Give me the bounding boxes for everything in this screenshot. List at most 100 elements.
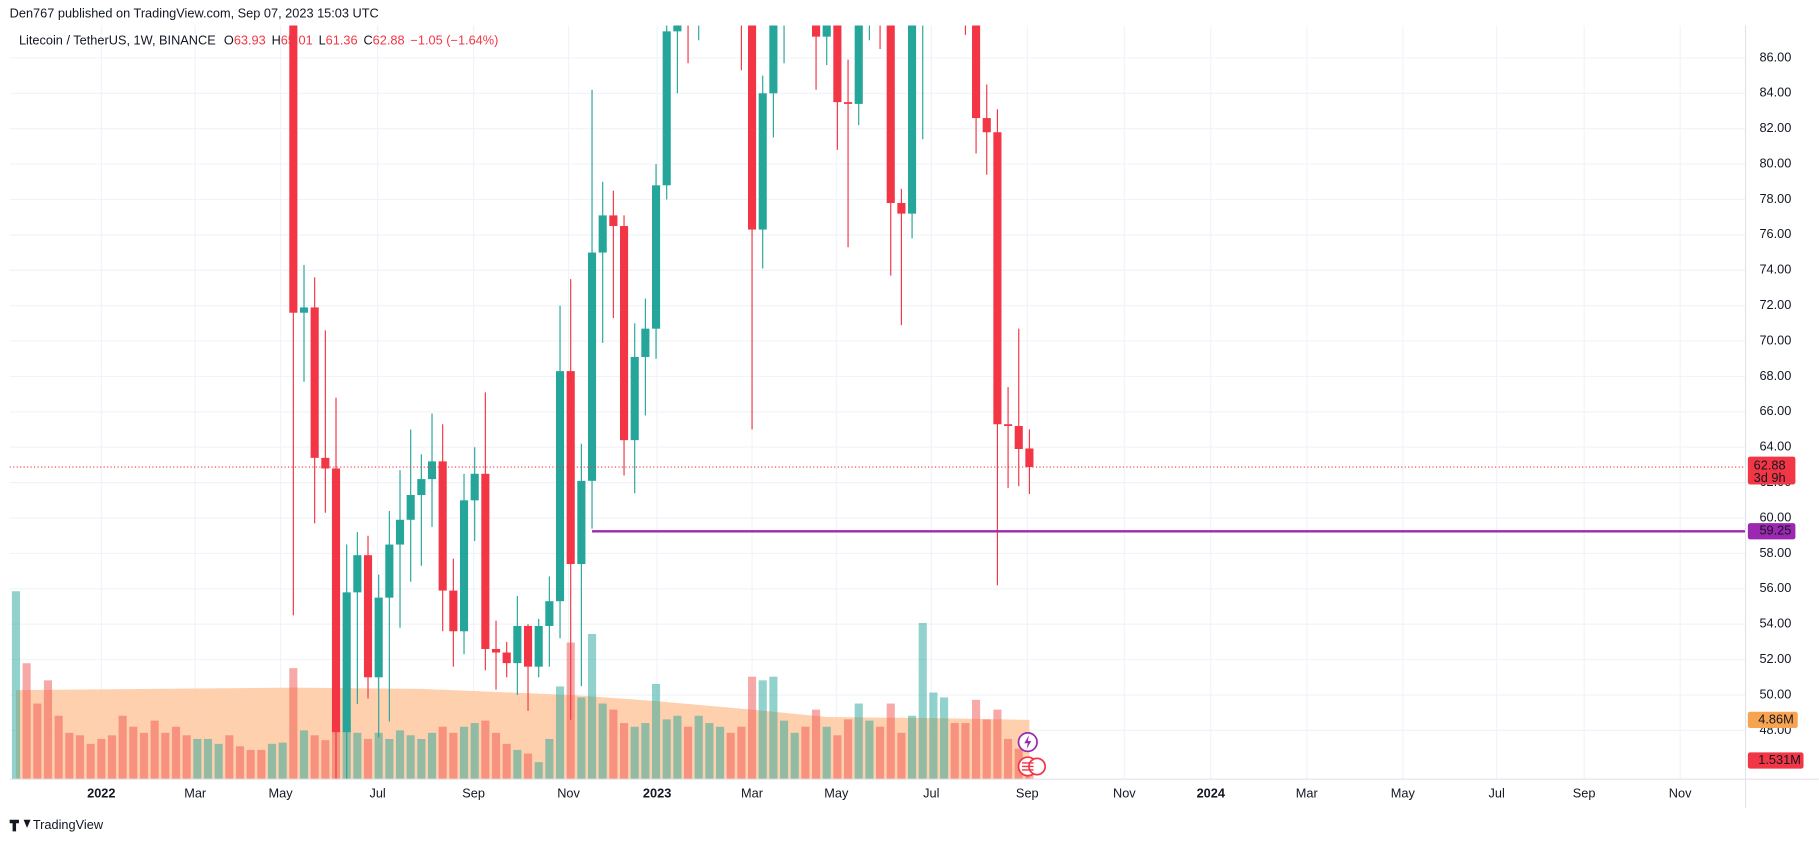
volume-bar — [577, 697, 586, 780]
candle-body — [1014, 425, 1023, 449]
hline-label: 59.25 — [1759, 523, 1791, 538]
last-price-label: 62.88 — [1754, 457, 1786, 472]
volume-bar — [278, 742, 287, 780]
legend-value: 65.01 — [281, 33, 313, 48]
candle-body — [438, 461, 447, 591]
legend-value: 61.36 — [326, 33, 358, 48]
y-tick-label: 64.00 — [1759, 439, 1791, 454]
volume-bar — [694, 715, 703, 780]
candle-body — [491, 648, 501, 653]
candle-body — [534, 625, 543, 667]
volume-bar — [523, 753, 533, 780]
volume-bar — [481, 720, 490, 780]
x-tick-label: Mar — [1296, 786, 1319, 801]
candle-body — [673, 25, 682, 32]
legend-key: C — [363, 33, 372, 48]
legend: Litecoin / TetherUS, 1W, BINANCE O63.93 … — [19, 33, 498, 48]
candle-body — [417, 479, 426, 496]
candle-body — [321, 457, 330, 469]
candle-body — [449, 590, 458, 632]
event-icons — [1017, 731, 1047, 777]
candle-body — [470, 473, 479, 501]
x-tick-label: May — [268, 786, 293, 801]
candle-body — [481, 473, 490, 649]
legend-change: −1.05 — [410, 33, 442, 48]
price-pane — [9, 25, 1746, 780]
x-tick-label: Sep — [1573, 786, 1596, 801]
candle-body — [662, 31, 671, 186]
volume-bar — [683, 726, 693, 780]
candle-body — [598, 215, 607, 253]
volume-bar — [427, 732, 437, 780]
volume-bar — [22, 663, 31, 780]
candle-body — [342, 592, 351, 733]
y-tick-label: 86.00 — [1759, 49, 1791, 64]
x-tick-label: May — [824, 786, 849, 801]
candle-body — [555, 371, 565, 602]
volume-bar — [107, 735, 117, 780]
candle-body — [822, 25, 831, 37]
volume-bar — [897, 732, 906, 780]
volume-bar — [438, 726, 447, 780]
volume-pane — [11, 591, 1034, 780]
volume-bar — [844, 719, 853, 780]
y-tick-label: 72.00 — [1759, 297, 1791, 312]
volume-bar — [171, 726, 181, 780]
candle-body — [844, 102, 853, 104]
legend-key: L — [319, 33, 326, 48]
volume-bar — [545, 738, 554, 780]
volume-bar — [235, 746, 245, 780]
volume-bar — [150, 720, 159, 780]
x-tick-label: Jul — [1489, 786, 1505, 801]
volume-bar — [950, 723, 959, 780]
volume-bar — [299, 730, 309, 780]
legend-key: O — [224, 33, 234, 48]
x-tick-label: Mar — [184, 786, 207, 801]
volume-bar — [321, 740, 330, 780]
legend-symbol: Litecoin / TetherUS, 1W, BINANCE — [19, 33, 216, 48]
volume-bar — [726, 732, 735, 780]
volume-bar — [417, 738, 426, 780]
volume-bar — [203, 738, 213, 780]
x-tick-label: Sep — [462, 786, 485, 801]
candle-body — [854, 25, 863, 104]
volume-bar — [598, 703, 607, 780]
candle-body — [331, 468, 341, 733]
volume-bar — [385, 738, 394, 780]
volume-bar — [513, 749, 522, 780]
volume-bar — [459, 726, 469, 780]
volume-bar — [86, 743, 95, 780]
volume-bar — [715, 726, 725, 780]
volume-bar — [886, 703, 895, 780]
candle-body — [833, 25, 842, 103]
volume-bar — [353, 732, 362, 780]
volume-bar — [662, 719, 671, 780]
candle-body — [363, 555, 373, 678]
candle-body — [972, 25, 981, 119]
candle-body — [886, 25, 895, 204]
volume-bar — [75, 735, 85, 780]
y-tick-label: 70.00 — [1759, 332, 1791, 347]
volume-bar — [641, 723, 650, 780]
candle-body — [641, 328, 650, 357]
volume-bar — [225, 735, 234, 780]
volume-bar — [747, 676, 757, 780]
volume-bar — [609, 709, 618, 780]
candle-body — [609, 215, 618, 227]
legend-change-pct: (−1.64%) — [446, 33, 498, 48]
footer-brand: TradingView — [33, 817, 104, 832]
volume-bar — [918, 622, 927, 780]
y-tick-label: 74.00 — [1759, 262, 1791, 277]
y-tick-label: 60.00 — [1759, 509, 1791, 524]
candle-body — [577, 480, 586, 565]
volume-bar — [65, 732, 74, 780]
volume-bar — [737, 726, 746, 780]
volume-bar — [929, 692, 938, 780]
flag-icon — [1021, 762, 1034, 771]
volume-bar — [822, 726, 831, 780]
volume-bar — [267, 743, 277, 780]
candle-body — [406, 495, 415, 520]
volume-last-label: 1.531M — [1758, 752, 1801, 767]
candle-body — [908, 25, 917, 214]
y-tick-label: 68.00 — [1759, 368, 1791, 383]
